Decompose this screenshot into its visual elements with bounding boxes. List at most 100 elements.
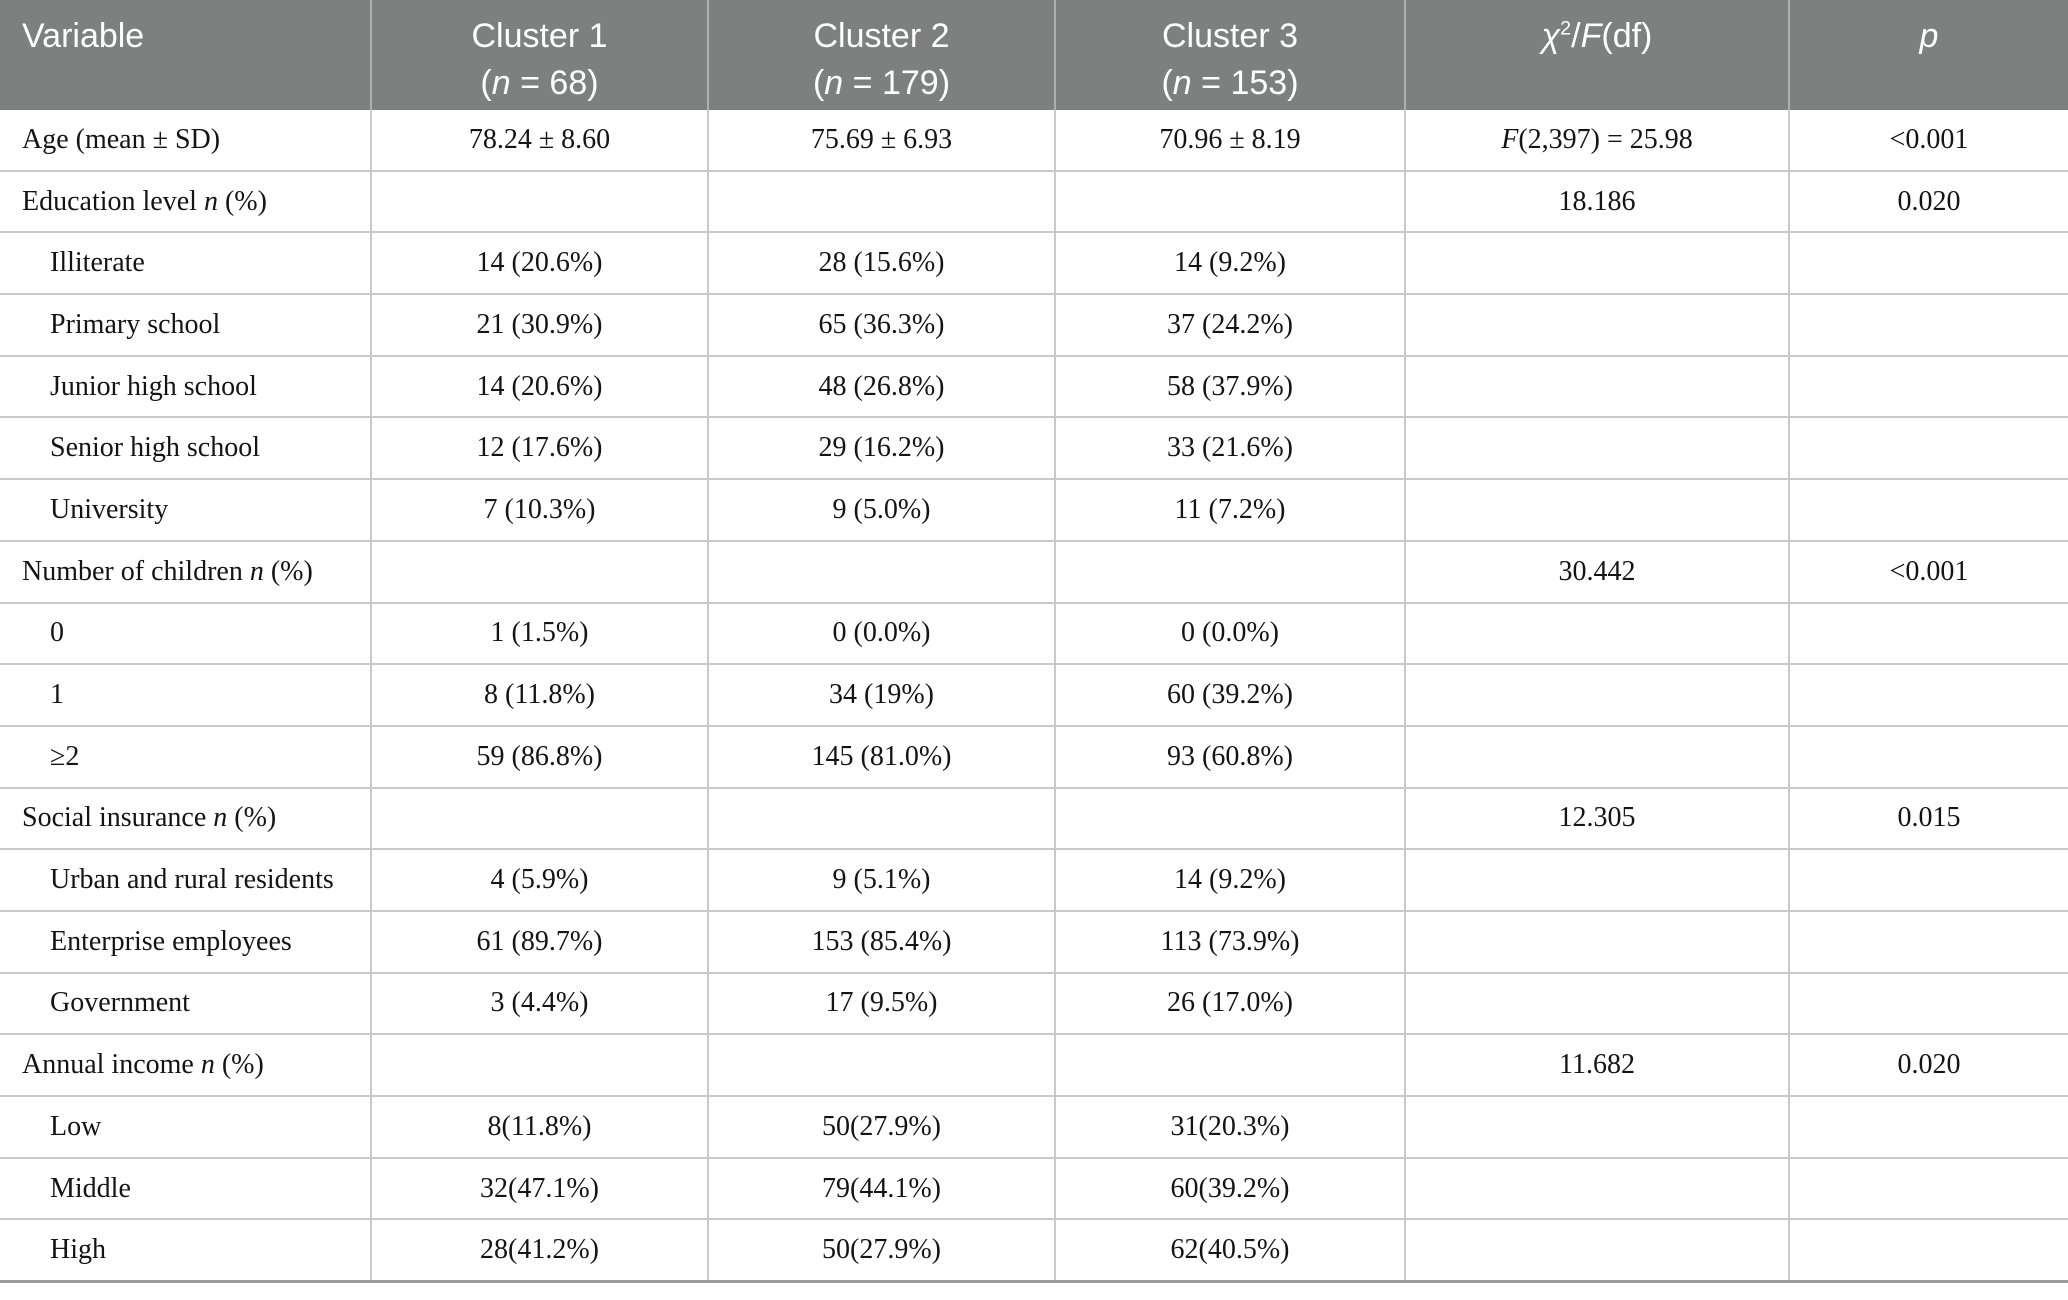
table-body: Age (mean ± SD) 78.24 ± 8.60 75.69 ± 6.93 7… xyxy=(0,110,2068,1284)
stat-value xyxy=(1404,1157,1789,1221)
cluster3-value: 31(20.3%) xyxy=(1054,1096,1405,1159)
row-label: Government xyxy=(0,972,371,1036)
cluster3-title: Cluster 3 xyxy=(1161,17,1299,55)
text-segment: Low xyxy=(50,1110,102,1142)
cluster1-value: 21 (30.9%) xyxy=(370,294,708,357)
table-row: Enterprise employees 61 (89.7%) 153 (85.4%… xyxy=(0,910,2068,974)
row-label: Senior high school xyxy=(0,417,371,481)
table-row: Illiterate 14 (20.6%) 28 (15.6%) 14 (9.2%) xyxy=(0,232,2068,296)
stat-value xyxy=(1404,725,1789,789)
text-segment: Number of children xyxy=(22,555,250,587)
row-label: Enterprise employees xyxy=(0,910,371,974)
cluster1-value: 8(11.8%) xyxy=(370,1096,708,1159)
table-row: Education level n (%) 18.186 0.020 xyxy=(0,170,2068,234)
cluster1-value: 32(47.1%) xyxy=(370,1157,708,1221)
text-segment: Annual income xyxy=(22,1049,201,1081)
cluster3-n: (n = 153) xyxy=(1057,60,1403,107)
text-segment: n xyxy=(249,555,264,587)
p-value xyxy=(1788,232,2068,296)
cluster3-value xyxy=(1054,1034,1405,1097)
header-row: Variable Cluster 1 (n = 68) Cluster 2 (n… xyxy=(0,0,2068,110)
cluster2-value: 145 (81.0%) xyxy=(707,725,1055,789)
cluster1-value: 14 (20.6%) xyxy=(370,355,708,419)
cluster1-value: 14 (20.6%) xyxy=(370,232,708,296)
chi2-f-df-label: χ2/F(df) xyxy=(1407,13,1787,60)
text-segment: (%) xyxy=(227,802,277,834)
table-row: Middle 32(47.1%) 79(44.1%) 60(39.2%) xyxy=(0,1157,2068,1221)
text-segment: ( xyxy=(1161,64,1173,102)
cluster1-n: (n = 68) xyxy=(373,60,706,107)
text-segment: Senior high school xyxy=(50,432,260,464)
cluster1-value: 7 (10.3%) xyxy=(370,479,708,542)
stat-value xyxy=(1404,849,1789,912)
p-value xyxy=(1788,1157,2068,1221)
table-row: ≥2 59 (86.8%) 145 (81.0%) 93 (60.8%) xyxy=(0,725,2068,789)
text-segment: / xyxy=(1571,17,1581,55)
cluster1-value xyxy=(370,787,708,851)
stat-value: 30.442 xyxy=(1404,540,1789,604)
text-segment: Enterprise employees xyxy=(50,925,292,957)
col-header-cluster1: Cluster 1 (n = 68) xyxy=(370,0,708,110)
cluster1-value xyxy=(370,170,708,234)
row-label: Junior high school xyxy=(0,355,371,419)
text-segment: 30.442 xyxy=(1558,555,1636,587)
table-row: Senior high school 12 (17.6%) 29 (16.2%) 33… xyxy=(0,417,2068,481)
cluster1-value: 28(41.2%) xyxy=(370,1219,708,1284)
cluster1-value: 1 (1.5%) xyxy=(370,602,708,666)
p-value: <0.001 xyxy=(1788,110,2068,172)
p-value xyxy=(1788,972,2068,1036)
cluster2-value: 34 (19%) xyxy=(707,664,1055,727)
cluster3-value: 0 (0.0%) xyxy=(1054,602,1405,666)
text-segment: n xyxy=(824,64,844,102)
stat-value xyxy=(1404,910,1789,974)
row-label: Middle xyxy=(0,1157,371,1221)
stat-value: F(2,397) = 25.98 xyxy=(1404,110,1789,172)
cluster1-value xyxy=(370,540,708,604)
row-label: 1 xyxy=(0,664,371,727)
table-row: Urban and rural residents 4 (5.9%) 9 (5.1%… xyxy=(0,849,2068,912)
cluster2-value: 48 (26.8%) xyxy=(707,355,1055,419)
cluster2-value: 153 (85.4%) xyxy=(707,910,1055,974)
cluster2-value: 50(27.9%) xyxy=(707,1219,1055,1284)
text-segment: n xyxy=(203,185,218,217)
stat-value xyxy=(1404,417,1789,481)
text-segment: 0 xyxy=(50,617,64,649)
table-row: Social insurance n (%) 12.305 0.015 xyxy=(0,787,2068,851)
cluster3-value xyxy=(1054,170,1405,234)
text-segment: F xyxy=(1501,123,1519,155)
cluster2-value: 29 (16.2%) xyxy=(707,417,1055,481)
cluster3-value: 11 (7.2%) xyxy=(1054,479,1405,542)
stat-value xyxy=(1404,294,1789,357)
cluster3-value: 62(40.5%) xyxy=(1054,1219,1405,1284)
text-segment: (%) xyxy=(217,185,267,217)
cluster3-value: 14 (9.2%) xyxy=(1054,232,1405,296)
text-segment: F xyxy=(1580,17,1602,55)
text-segment: = 153) xyxy=(1191,64,1299,102)
text-segment: n xyxy=(491,64,511,102)
cluster2-value: 50(27.9%) xyxy=(707,1096,1055,1159)
col-header-p: p xyxy=(1788,0,2068,110)
stat-value: 12.305 xyxy=(1404,787,1789,851)
cluster2-value: 28 (15.6%) xyxy=(707,232,1055,296)
table-row: Government 3 (4.4%) 17 (9.5%) 26 (17.0%) xyxy=(0,972,2068,1036)
text-segment: Junior high school xyxy=(50,370,257,402)
p-value xyxy=(1788,664,2068,727)
table-row: High 28(41.2%) 50(27.9%) 62(40.5%) xyxy=(0,1219,2068,1284)
stat-value xyxy=(1404,232,1789,296)
p-value: 0.020 xyxy=(1788,1034,2068,1097)
text-segment: Age (mean ± SD) xyxy=(22,123,221,155)
stat-value xyxy=(1404,972,1789,1036)
table-header: Variable Cluster 1 (n = 68) Cluster 2 (n… xyxy=(0,0,2068,110)
row-label: High xyxy=(0,1219,371,1284)
col-header-variable: Variable xyxy=(0,0,371,110)
cluster3-value: 70.96 ± 8.19 xyxy=(1054,110,1405,172)
row-label: University xyxy=(0,479,371,542)
cluster1-value: 78.24 ± 8.60 xyxy=(370,110,708,172)
row-label: Annual income n (%) xyxy=(0,1034,371,1097)
cluster2-value: 75.69 ± 6.93 xyxy=(707,110,1055,172)
text-segment: High xyxy=(50,1234,106,1266)
text-segment: Education level xyxy=(22,185,204,217)
p-label: p xyxy=(1919,17,1939,55)
